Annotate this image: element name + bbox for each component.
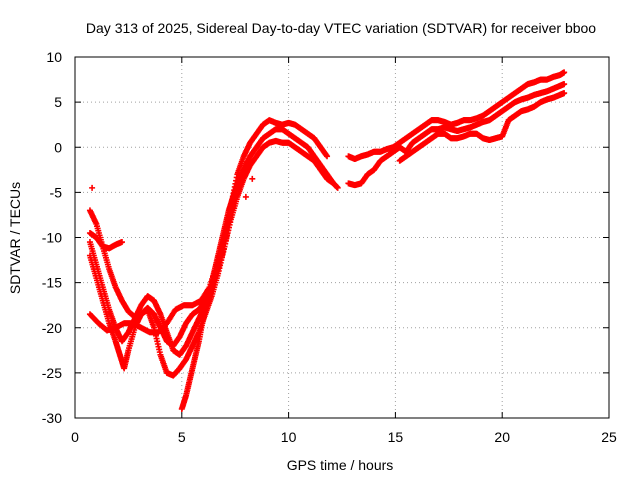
- series-4: [86, 229, 125, 252]
- data-points: [86, 69, 568, 412]
- axis-ticks: [74, 56, 610, 419]
- series-3: [86, 137, 341, 379]
- x-tick-label: 20: [494, 429, 510, 445]
- data-point: [89, 184, 96, 191]
- data-point: [561, 90, 568, 97]
- y-tick-label: -25: [42, 365, 62, 381]
- y-tick-label: -5: [50, 184, 63, 200]
- data-point: [561, 69, 568, 76]
- series-8: [345, 69, 568, 162]
- data-point: [334, 184, 341, 191]
- series-6: [178, 166, 249, 412]
- series-7: [89, 175, 256, 200]
- data-point: [249, 175, 256, 182]
- data-point: [324, 153, 331, 160]
- series-10: [396, 90, 568, 164]
- x-tick-label: 0: [71, 429, 79, 445]
- y-tick-label: 0: [54, 139, 62, 155]
- x-tick-label: 15: [388, 429, 404, 445]
- y-tick-label: -20: [42, 320, 62, 336]
- y-tick-label: -15: [42, 275, 62, 291]
- data-point: [242, 166, 249, 173]
- data-point: [118, 239, 125, 246]
- y-tick-label: 10: [46, 49, 62, 65]
- x-tick-labels: 0 5 10 15 20 25: [71, 429, 617, 445]
- chart-title: Day 313 of 2025, Sidereal Day-to-day VTE…: [86, 20, 596, 36]
- y-tick-label: -30: [42, 410, 62, 426]
- y-tick-label: 5: [54, 94, 62, 110]
- y-tick-labels: 10 5 0 -5 -10 -15 -20 -25 -30: [42, 49, 62, 426]
- x-axis-label: GPS time / hours: [287, 457, 394, 473]
- y-axis-label: SDTVAR / TECUs: [7, 182, 23, 294]
- x-tick-label: 25: [601, 429, 617, 445]
- data-point: [242, 193, 249, 200]
- data-point: [561, 81, 568, 88]
- series-9: [345, 81, 568, 189]
- x-tick-label: 5: [178, 429, 186, 445]
- y-tick-label: -10: [42, 230, 62, 246]
- x-tick-label: 10: [281, 429, 297, 445]
